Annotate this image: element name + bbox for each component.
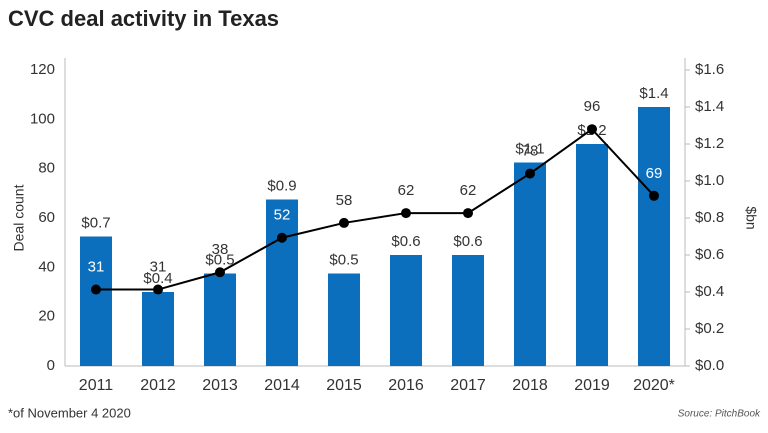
line-value-label: 58 bbox=[336, 192, 353, 209]
y2-tick-label: $1.2 bbox=[695, 135, 724, 152]
bar bbox=[390, 255, 422, 366]
bar bbox=[328, 273, 360, 366]
footnote: *of November 4 2020 bbox=[8, 405, 131, 420]
line-value-label: 78 bbox=[522, 143, 539, 160]
bar-value-label: $0.9 bbox=[267, 177, 296, 194]
bar-value-label: $0.4 bbox=[143, 270, 172, 287]
source: Soruce: PitchBook bbox=[678, 409, 761, 420]
x-tick-label: 2014 bbox=[264, 377, 300, 394]
y-tick-label: 40 bbox=[38, 258, 55, 275]
y2-tick-label: $0.2 bbox=[695, 320, 724, 337]
line-point bbox=[587, 124, 597, 135]
x-tick-label: 2013 bbox=[202, 377, 238, 394]
bar-value-label: $1.1 bbox=[515, 140, 544, 157]
line-value-label: 62 bbox=[398, 182, 415, 199]
x-tick-label: 2011 bbox=[79, 377, 114, 394]
line-value-label: 52 bbox=[274, 207, 291, 224]
bar-value-label: $0.6 bbox=[391, 233, 420, 250]
line-point bbox=[339, 217, 349, 228]
bar-value-label: $1.4 bbox=[639, 85, 668, 102]
line-point bbox=[401, 208, 411, 219]
line-value-label: 96 bbox=[584, 98, 601, 115]
y2-tick-label: $1.6 bbox=[695, 61, 724, 78]
line-point bbox=[277, 232, 287, 243]
y-tick-label: 100 bbox=[30, 110, 55, 127]
bar bbox=[266, 199, 298, 366]
y2-tick-label: $0.6 bbox=[695, 246, 724, 263]
y2-tick-label: $0.8 bbox=[695, 209, 724, 226]
y-tick-label: 120 bbox=[30, 61, 55, 78]
x-tick-label: 2020* bbox=[633, 377, 675, 394]
line-value-label: 31 bbox=[88, 259, 105, 276]
line-point bbox=[91, 284, 101, 295]
y2-tick-label: $1.4 bbox=[695, 98, 724, 115]
line-value-label: 38 bbox=[212, 241, 229, 258]
chart-title: CVC deal activity in Texas bbox=[8, 6, 279, 31]
line-value-label: 69 bbox=[646, 165, 663, 182]
line-point bbox=[649, 190, 659, 201]
x-tick-label: 2017 bbox=[450, 377, 486, 394]
bar bbox=[204, 273, 236, 366]
bar-value-label: $0.5 bbox=[329, 251, 358, 268]
y2-tick-label: $0.0 bbox=[695, 357, 724, 374]
bar-value-label: $0.6 bbox=[453, 233, 482, 250]
line-point bbox=[215, 267, 225, 278]
bar bbox=[514, 162, 546, 366]
bar-value-label: $0.7 bbox=[81, 214, 110, 231]
y-tick-label: 60 bbox=[38, 209, 55, 226]
bar bbox=[576, 144, 608, 366]
line-point bbox=[525, 168, 535, 179]
line-value-label: 31 bbox=[150, 259, 167, 276]
line-point bbox=[153, 284, 163, 295]
x-tick-label: 2015 bbox=[326, 377, 362, 394]
bar bbox=[80, 236, 112, 366]
line-value-label: 62 bbox=[460, 182, 477, 199]
line-point bbox=[463, 208, 473, 219]
x-tick-label: 2012 bbox=[140, 377, 176, 394]
y-tick-label: 80 bbox=[38, 160, 55, 177]
x-tick-label: 2019 bbox=[574, 377, 610, 394]
y-tick-label: 0 bbox=[47, 357, 55, 374]
bar bbox=[638, 107, 670, 366]
y2-tick-label: $0.4 bbox=[695, 283, 724, 300]
y-axis-title: Deal count bbox=[11, 184, 27, 251]
bar bbox=[142, 292, 174, 366]
y-tick-label: 20 bbox=[38, 308, 55, 325]
bar-value-label: $0.5 bbox=[205, 251, 234, 268]
y2-axis-title: $bn bbox=[743, 206, 759, 229]
y2-tick-label: $1.0 bbox=[695, 172, 724, 189]
line bbox=[96, 127, 655, 291]
bar bbox=[452, 255, 484, 366]
x-tick-label: 2018 bbox=[512, 377, 548, 394]
x-tick-label: 2016 bbox=[388, 377, 424, 394]
